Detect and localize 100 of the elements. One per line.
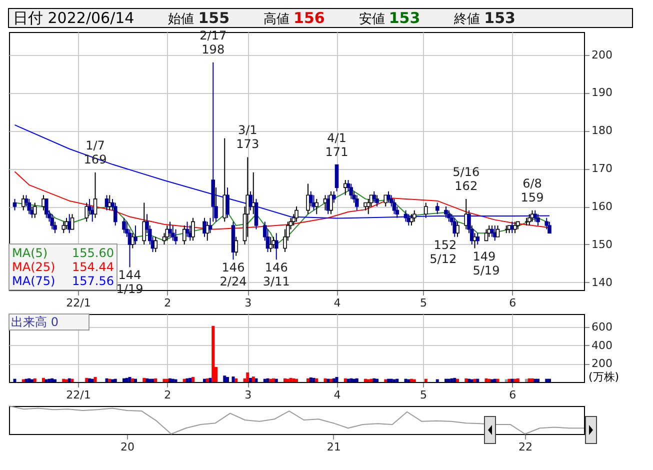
bar [516, 378, 520, 382]
candlestick [444, 206, 448, 218]
bar [525, 378, 528, 382]
annotation: 146 3/11 [262, 260, 290, 289]
bar [470, 379, 474, 382]
bar [344, 378, 347, 382]
text: MA(75) [12, 274, 56, 288]
bar [85, 378, 88, 382]
bar [453, 378, 456, 382]
candlestick [226, 187, 230, 218]
bar [424, 378, 428, 382]
bar [284, 378, 286, 382]
bar [464, 378, 468, 382]
candlestick [372, 190, 376, 204]
bar [436, 379, 439, 382]
y-tick-label: 400 [592, 338, 612, 352]
bar [246, 372, 250, 382]
candlestick [154, 236, 158, 253]
bar [350, 378, 353, 382]
candlestick [527, 214, 532, 226]
x-tick-label: 5 [420, 388, 427, 402]
bar [142, 378, 146, 382]
bar [332, 378, 336, 382]
bar [192, 376, 194, 382]
bar [504, 379, 508, 382]
text: 高値 156 [264, 8, 325, 26]
bar [70, 378, 74, 382]
candlestick [174, 228, 178, 245]
annotation: 149 5/19 [472, 249, 500, 278]
x-tick-label: 21 [326, 440, 341, 454]
bar [514, 378, 516, 382]
candlestick [354, 194, 359, 211]
bar [447, 378, 450, 382]
annotation: 155.60 [72, 246, 114, 260]
bar [108, 378, 112, 382]
candlestick [165, 225, 170, 242]
bar [94, 376, 97, 382]
x-tick-label: 5 [420, 296, 427, 310]
bar [234, 378, 238, 382]
y-tick-label: 200 [592, 357, 612, 370]
x-tick-label: 2 [164, 296, 172, 310]
x-tick-label: 22/1 [66, 296, 91, 310]
candlestick [21, 194, 26, 211]
bar [206, 378, 209, 382]
bar [493, 378, 496, 382]
candlestick [248, 190, 252, 211]
bar [171, 378, 174, 382]
annotation: 146 2/24 [220, 260, 247, 289]
bar [111, 379, 114, 382]
candlestick [122, 217, 126, 234]
bar [134, 378, 137, 382]
bar [274, 378, 278, 382]
annotation: 5/16 162 [452, 164, 480, 193]
candlestick [268, 236, 273, 253]
bar [315, 378, 318, 382]
x-tick-label: 4 [334, 296, 341, 310]
candlestick [314, 198, 319, 215]
bar [376, 378, 378, 382]
candlestick [513, 221, 517, 234]
bar [65, 379, 68, 382]
candlestick [294, 206, 298, 222]
bar [249, 378, 252, 382]
bar [306, 378, 310, 382]
candlestick [412, 210, 416, 222]
y-tick-label: 190 [592, 86, 612, 100]
candlestick [142, 202, 146, 245]
annotation: 157.56 [72, 274, 114, 288]
candlestick [410, 214, 414, 226]
bar [88, 378, 91, 382]
bar [30, 379, 34, 382]
bar [22, 379, 25, 382]
bar [292, 378, 296, 382]
y-tick-label: 200 [592, 48, 612, 62]
bar [444, 378, 448, 382]
candlestick [496, 225, 500, 238]
candlestick [93, 172, 98, 218]
candlestick [548, 221, 552, 234]
annotation: 4/1 171 [325, 130, 348, 159]
bar [410, 378, 413, 382]
bar [528, 378, 531, 382]
candlestick [435, 202, 440, 215]
x-tick-label: 22 [518, 440, 533, 454]
text: MA(25) [12, 260, 56, 274]
candlestick [306, 183, 310, 215]
y-tick-label: 600 [592, 320, 612, 334]
bar [272, 378, 275, 382]
bar [62, 378, 66, 382]
annotation: 154.44 [72, 260, 114, 274]
candlestick [424, 202, 428, 218]
bar [90, 378, 94, 382]
bar [188, 378, 192, 382]
candlestick [254, 198, 258, 230]
bar [50, 378, 54, 382]
bar [44, 379, 48, 382]
bar [174, 379, 178, 382]
bar [146, 378, 148, 382]
chart-title: 日付 2022/06/14 [13, 8, 134, 28]
text: 終値 153 [454, 8, 516, 26]
x-tick-label: 3 [244, 296, 252, 310]
bar [496, 378, 500, 382]
